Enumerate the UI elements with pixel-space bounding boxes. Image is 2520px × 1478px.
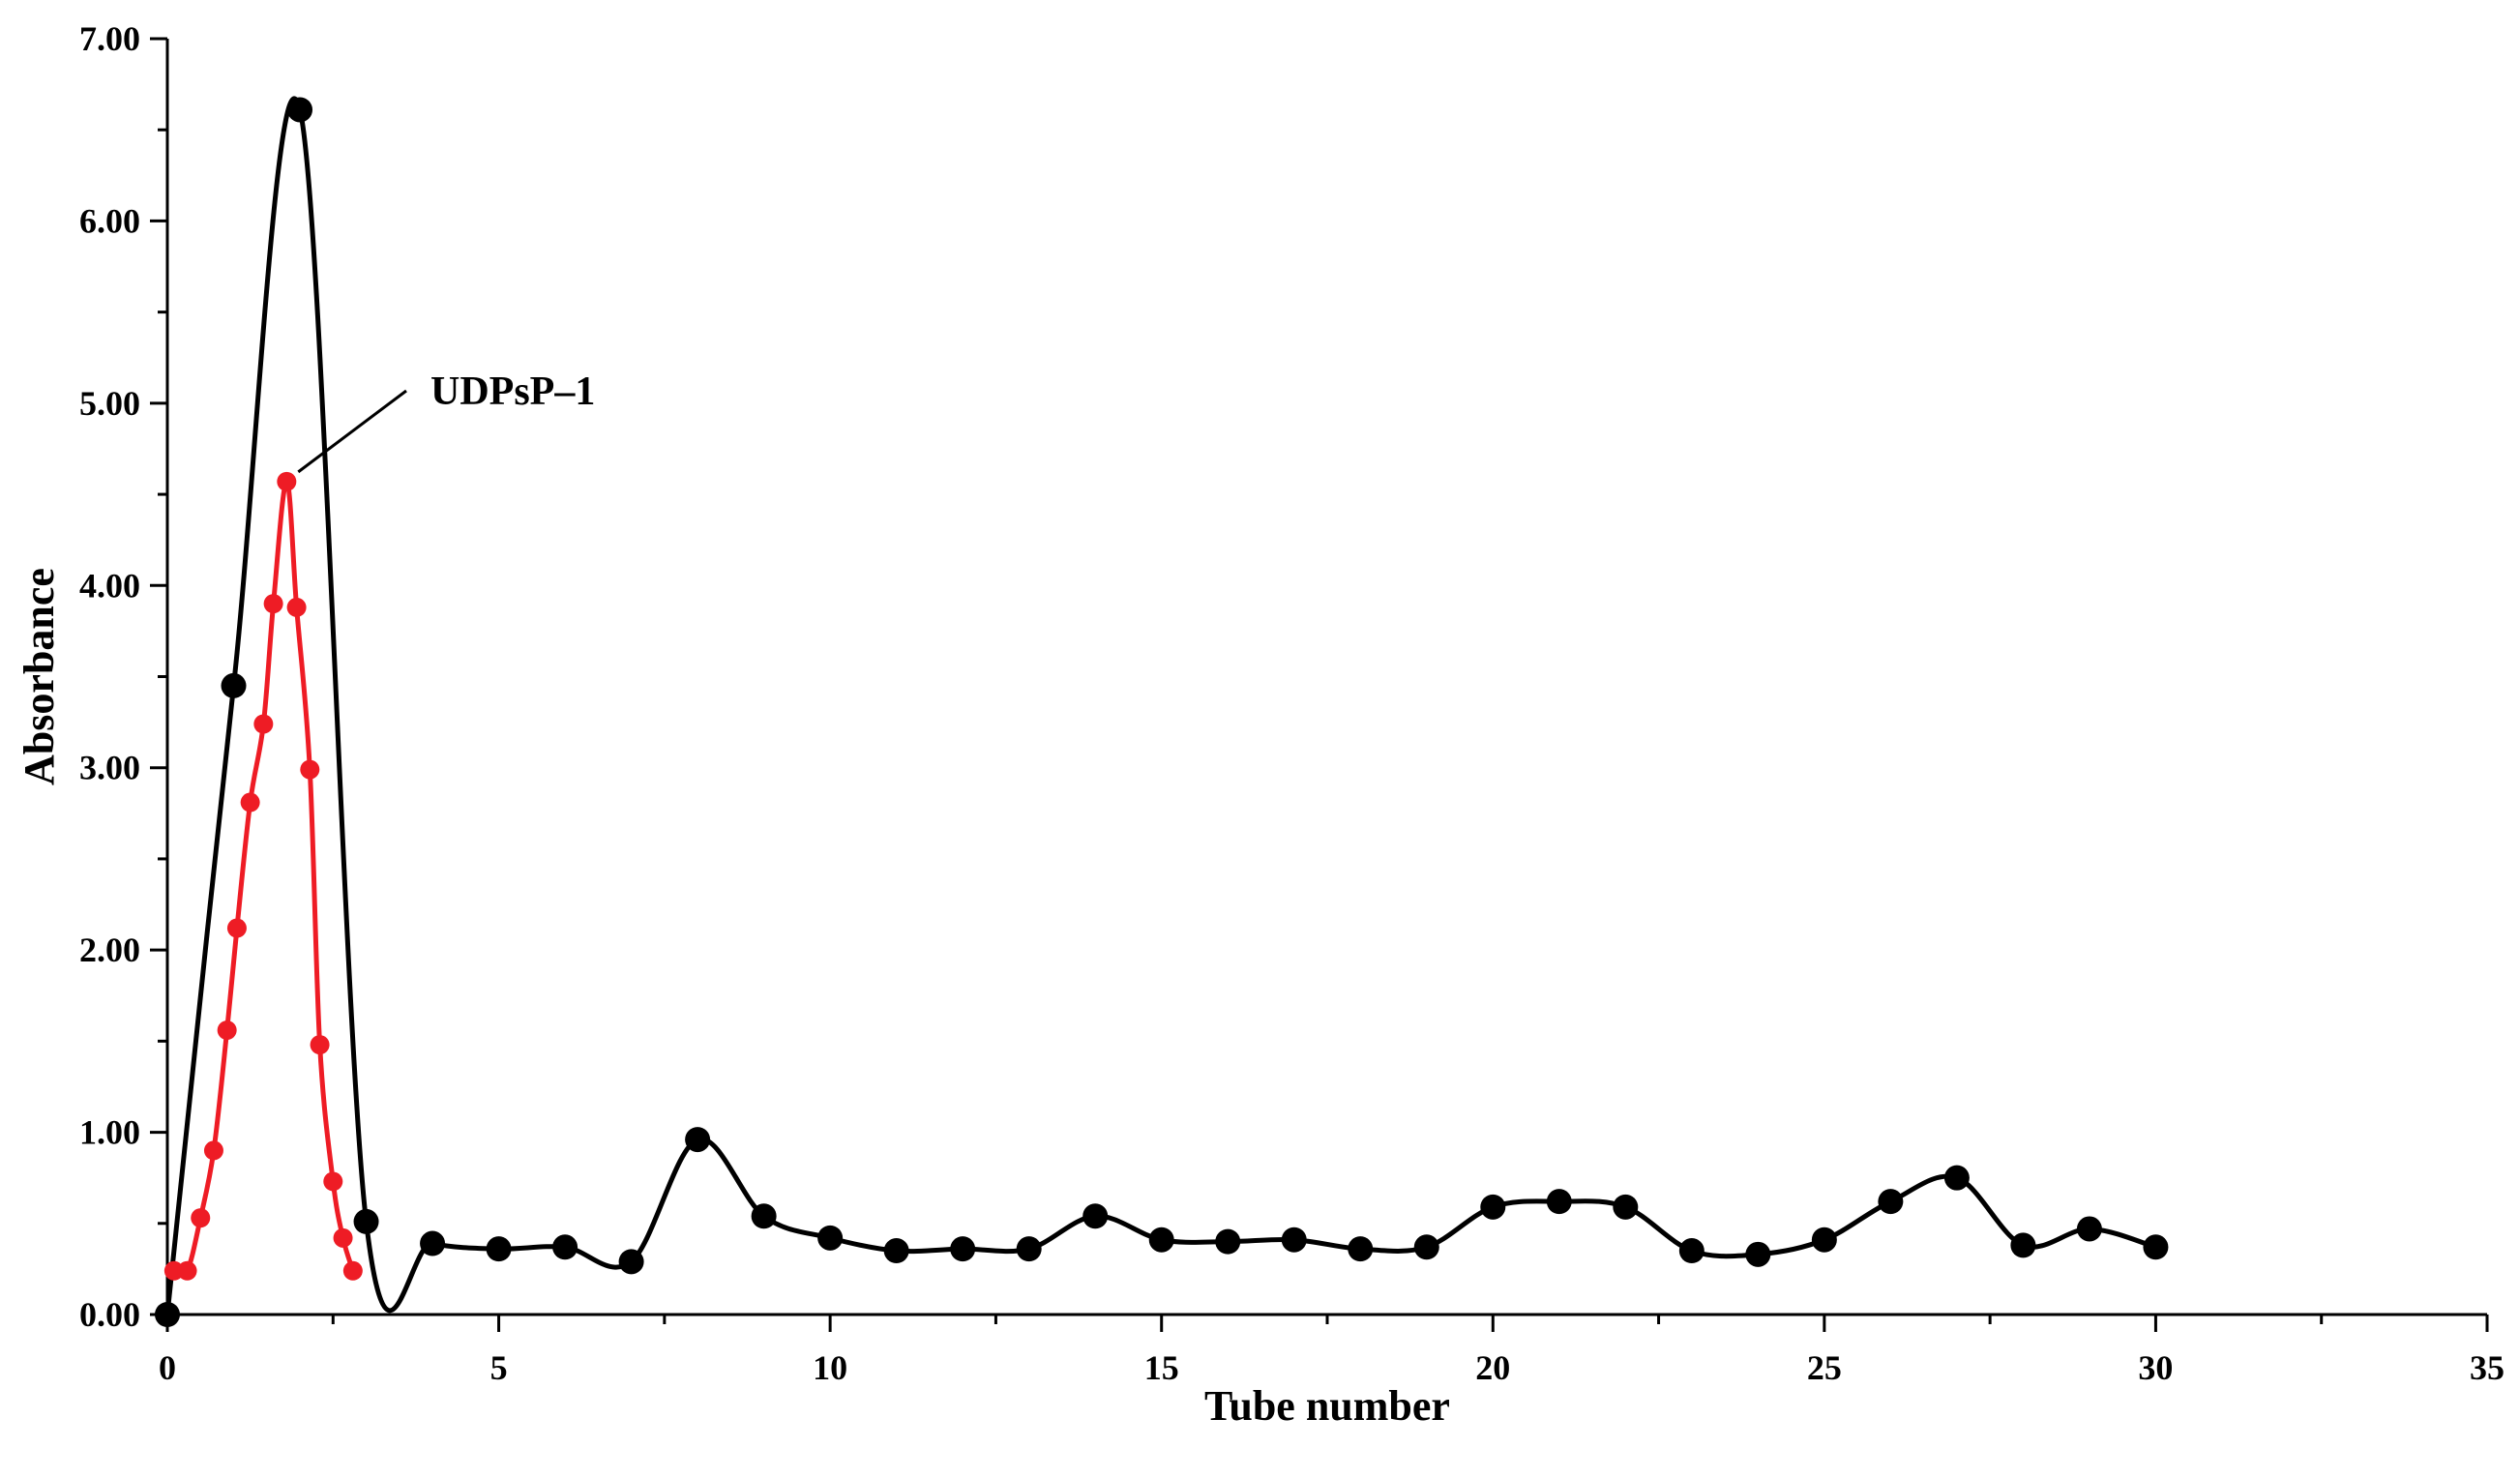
- y-tick-label: 1.00: [79, 1113, 140, 1152]
- y-tick-label: 3.00: [79, 749, 140, 787]
- data-point: [1082, 1203, 1109, 1229]
- annotation-label: UDPsP–1: [430, 370, 595, 414]
- data-point: [287, 97, 313, 123]
- y-axis-title: Absorbance: [15, 568, 63, 785]
- series-2-line: [173, 479, 356, 1278]
- data-point: [2010, 1232, 2036, 1258]
- data-point: [1413, 1234, 1439, 1260]
- data-point: [217, 1020, 237, 1041]
- x-tick-label: 30: [2138, 1348, 2173, 1387]
- series-1: [155, 96, 2169, 1327]
- data-point: [817, 1225, 844, 1251]
- annotation-layer: UDPsP–1: [297, 370, 595, 474]
- data-point: [203, 1140, 223, 1161]
- data-point: [342, 1260, 363, 1281]
- data-point: [420, 1230, 446, 1256]
- x-tick-label: 15: [1144, 1348, 1179, 1387]
- data-point: [310, 1035, 330, 1055]
- y-tick-label: 5.00: [79, 384, 140, 423]
- data-point: [333, 1227, 353, 1248]
- data-point: [163, 1260, 184, 1281]
- y-axis-ticks: 0.00 1.00 2.00 3.00 4.00 5.00 6.00 7.00: [79, 19, 167, 1334]
- data-point: [253, 714, 274, 734]
- y-tick-label: 7.00: [79, 19, 140, 58]
- x-tick-label: 0: [159, 1348, 176, 1387]
- data-point: [2076, 1216, 2102, 1242]
- data-point: [1943, 1165, 1970, 1191]
- data-point: [685, 1127, 711, 1153]
- x-tick-label: 5: [490, 1348, 508, 1387]
- data-point: [221, 672, 247, 698]
- data-point: [1678, 1238, 1705, 1264]
- data-point: [1016, 1236, 1042, 1262]
- x-tick-label: 25: [1807, 1348, 1842, 1387]
- data-point: [226, 918, 247, 938]
- x-tick-label: 10: [813, 1348, 847, 1387]
- data-point: [486, 1236, 512, 1262]
- y-tick-label: 4.00: [79, 566, 140, 605]
- data-point: [2143, 1234, 2169, 1260]
- data-point: [1281, 1227, 1307, 1253]
- data-point: [263, 594, 283, 614]
- axes: [165, 39, 2487, 1316]
- series-1-line: [164, 96, 2157, 1315]
- data-point: [323, 1171, 343, 1192]
- data-point: [751, 1203, 777, 1229]
- data-point: [1878, 1189, 1904, 1215]
- data-point: [300, 759, 320, 780]
- data-point: [1546, 1189, 1572, 1215]
- data-point: [552, 1234, 578, 1260]
- data-point: [618, 1249, 644, 1275]
- x-tick-label: 20: [1475, 1348, 1510, 1387]
- series-2: [163, 471, 363, 1281]
- data-point: [1811, 1227, 1837, 1253]
- y-tick-label: 6.00: [79, 201, 140, 240]
- data-point: [286, 597, 307, 617]
- data-point: [1745, 1241, 1771, 1267]
- data-point: [277, 471, 297, 491]
- x-tick-label: 35: [2470, 1348, 2505, 1387]
- data-point: [191, 1208, 211, 1228]
- series-layer: [155, 96, 2169, 1327]
- annotation-leader-line: [297, 389, 407, 474]
- data-point: [883, 1238, 909, 1264]
- data-point: [1348, 1236, 1374, 1262]
- data-point: [177, 1260, 197, 1281]
- data-point: [353, 1208, 379, 1234]
- x-axis-ticks: 0 5 10 15 20 25 30 35: [159, 1315, 2505, 1387]
- data-point: [155, 1302, 180, 1327]
- data-point: [1480, 1194, 1506, 1220]
- data-point: [1148, 1227, 1174, 1253]
- y-tick-label: 2.00: [79, 931, 140, 969]
- data-point: [1215, 1228, 1241, 1255]
- data-point: [240, 792, 260, 813]
- y-tick-label: 0.00: [79, 1295, 140, 1334]
- data-point: [1613, 1194, 1639, 1220]
- data-point: [950, 1236, 976, 1262]
- x-axis-title: Tube number: [1204, 1382, 1450, 1430]
